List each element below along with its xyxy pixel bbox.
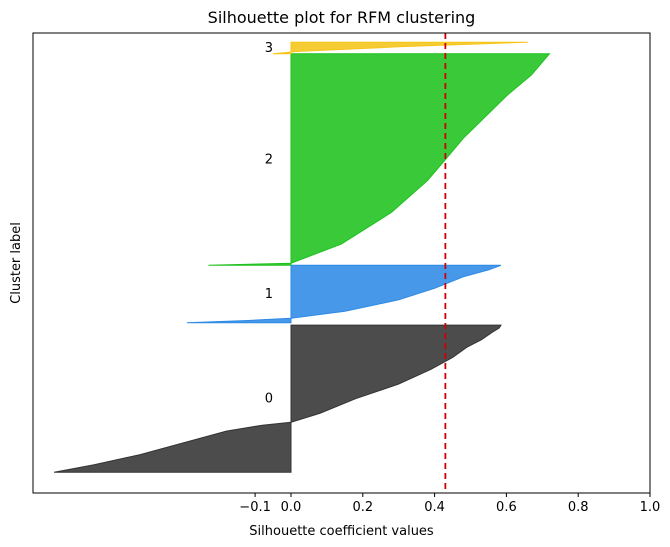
x-tick-label: 0.2 xyxy=(352,500,373,515)
x-tick-label: 1.0 xyxy=(640,500,661,515)
x-tick-label: 0.4 xyxy=(424,500,445,515)
cluster-2-label: 2 xyxy=(265,153,273,168)
cluster-0-label: 0 xyxy=(265,392,273,407)
x-axis-ticks: −0.1 0.0 0.2 0.4 0.6 0.8 1.0 xyxy=(239,493,660,515)
cluster-3-label: 3 xyxy=(265,41,273,56)
chart-title: Silhouette plot for RFM clustering xyxy=(208,8,476,27)
x-axis-label: Silhouette coefficient values xyxy=(249,524,434,539)
cluster-0-silhouette xyxy=(54,324,502,473)
x-tick-label: −0.1 xyxy=(239,500,271,515)
x-tick-label: 0.8 xyxy=(568,500,589,515)
cluster-3-silhouette xyxy=(273,41,528,55)
cluster-1-label: 1 xyxy=(265,287,273,302)
cluster-1-silhouette xyxy=(186,264,502,324)
clusters-layer: 0 1 2 3 xyxy=(54,41,551,473)
y-axis-label: Cluster label xyxy=(9,222,24,304)
cluster-2-silhouette xyxy=(208,53,551,266)
plot-frame xyxy=(32,32,651,494)
x-tick-label: 0.6 xyxy=(496,500,517,515)
x-tick-label: 0.0 xyxy=(281,500,302,515)
